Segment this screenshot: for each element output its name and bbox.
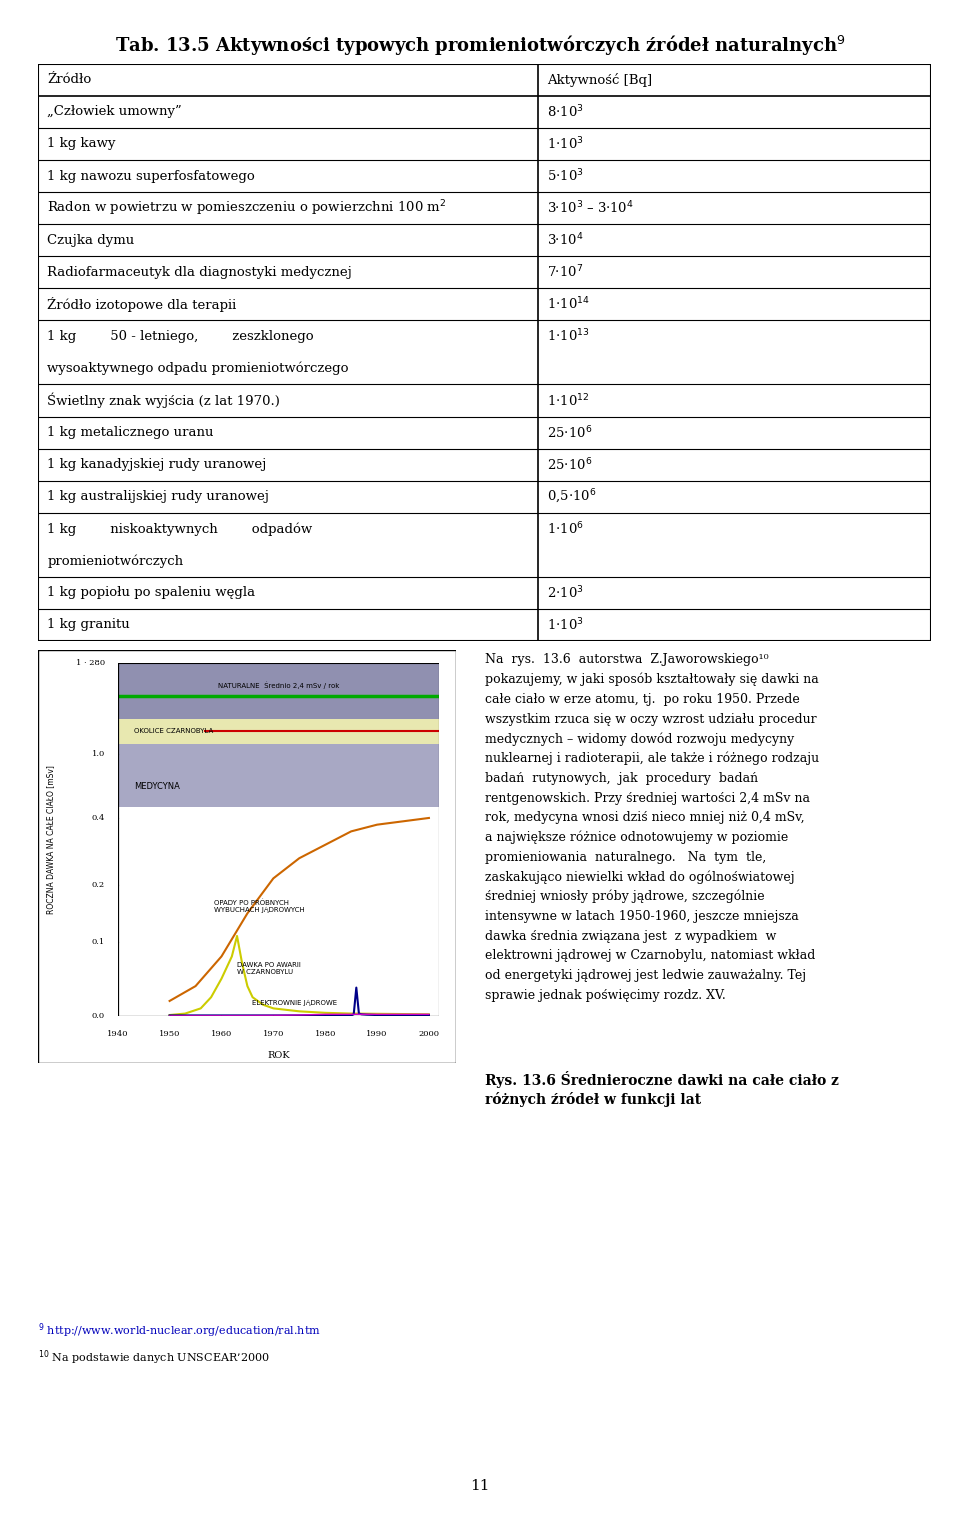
Text: 7·10$^{7}$: 7·10$^{7}$ xyxy=(547,264,584,281)
Text: 0.2: 0.2 xyxy=(92,881,105,889)
Text: $^{10}$ Na podstawie danych UNSCEAR’2000: $^{10}$ Na podstawie danych UNSCEAR’2000 xyxy=(38,1349,270,1367)
Text: elektrowni jądrowej w Czarnobylu, natomiast wkład: elektrowni jądrowej w Czarnobylu, natomi… xyxy=(485,949,815,962)
Text: Świetlny znak wyjścia (z lat 1970.): Świetlny znak wyjścia (z lat 1970.) xyxy=(47,393,280,409)
Text: Źródło izotopowe dla terapii: Źródło izotopowe dla terapii xyxy=(47,296,236,311)
Bar xyxy=(118,744,440,808)
Text: Radon w powietrzu w pomieszczeniu o powierzchni 100 m$^{2}$: Radon w powietrzu w pomieszczeniu o powi… xyxy=(47,199,446,217)
Text: 0.1: 0.1 xyxy=(91,937,105,946)
Text: 1980: 1980 xyxy=(315,1030,336,1037)
Text: intensywne w latach 1950-1960, jeszcze mniejsza: intensywne w latach 1950-1960, jeszcze m… xyxy=(485,910,799,924)
Text: Aktywność [Bq]: Aktywność [Bq] xyxy=(547,73,653,87)
Text: ELEKTROWNIE JĄDROWE: ELEKTROWNIE JĄDROWE xyxy=(252,1000,337,1006)
Text: wszystkim rzuca się w oczy wzrost udziału procedur: wszystkim rzuca się w oczy wzrost udział… xyxy=(485,712,816,726)
Text: całe ciało w erze atomu, tj.  po roku 1950. Przede: całe ciało w erze atomu, tj. po roku 195… xyxy=(485,693,800,706)
Text: dawka średnia związana jest  z wypadkiem  w: dawka średnia związana jest z wypadkiem … xyxy=(485,930,777,943)
Text: 0.0: 0.0 xyxy=(92,1012,105,1019)
Text: 8·10$^{3}$: 8·10$^{3}$ xyxy=(547,103,584,120)
Bar xyxy=(118,662,440,718)
Text: 1 kg kawy: 1 kg kawy xyxy=(47,137,116,150)
Text: 1 kg        50 - letniego,        zeszklonego: 1 kg 50 - letniego, zeszklonego xyxy=(47,330,314,343)
Text: MEDYCYNA: MEDYCYNA xyxy=(133,782,180,791)
Text: Na  rys.  13.6  autorstwa  Z.Jaworowskiego¹⁰: Na rys. 13.6 autorstwa Z.Jaworowskiego¹⁰ xyxy=(485,653,768,667)
Text: 1·10$^{3}$: 1·10$^{3}$ xyxy=(547,617,584,633)
Text: 1·10$^{6}$: 1·10$^{6}$ xyxy=(547,521,585,538)
Text: 1·10$^{13}$: 1·10$^{13}$ xyxy=(547,328,590,345)
Text: 1 kg popiołu po spaleniu węgla: 1 kg popiołu po spaleniu węgla xyxy=(47,586,255,600)
Text: DAWKA PO AWARII
W CZARNOBYLU: DAWKA PO AWARII W CZARNOBYLU xyxy=(237,962,300,975)
Text: a największe różnice odnotowujemy w poziomie: a największe różnice odnotowujemy w pozi… xyxy=(485,831,788,845)
Text: 25·10$^{6}$: 25·10$^{6}$ xyxy=(547,424,592,441)
Text: Rys. 13.6 Średnieroczne dawki na całe ciało z
różnych źródeł w funkcji lat: Rys. 13.6 Średnieroczne dawki na całe ci… xyxy=(485,1071,839,1107)
Text: wysoaktywnego odpadu promieniotwórczego: wysoaktywnego odpadu promieniotwórczego xyxy=(47,362,348,375)
Text: 1 kg nawozu superfosfatowego: 1 kg nawozu superfosfatowego xyxy=(47,170,255,182)
Text: 1·10$^{14}$: 1·10$^{14}$ xyxy=(547,296,590,313)
Text: 2000: 2000 xyxy=(419,1030,440,1037)
Text: 1·10$^{3}$: 1·10$^{3}$ xyxy=(547,135,584,152)
Text: 5·10$^{3}$: 5·10$^{3}$ xyxy=(547,167,584,184)
Text: OKOLICE CZARNOBYLA: OKOLICE CZARNOBYLA xyxy=(133,729,213,734)
Text: 1.0: 1.0 xyxy=(91,750,105,758)
Text: 11: 11 xyxy=(470,1478,490,1493)
Bar xyxy=(118,718,440,744)
Text: 1 kg kanadyjskiej rudy uranowej: 1 kg kanadyjskiej rudy uranowej xyxy=(47,459,267,471)
Text: zaskakująco niewielki wkład do ogólnoświatowej: zaskakująco niewielki wkład do ogólnoświ… xyxy=(485,870,795,884)
Text: 1990: 1990 xyxy=(367,1030,388,1037)
Text: 0.4: 0.4 xyxy=(91,814,105,822)
Text: 3·10$^{4}$: 3·10$^{4}$ xyxy=(547,232,584,249)
Text: 25·10$^{6}$: 25·10$^{6}$ xyxy=(547,456,592,472)
Text: 1 kg metalicznego uranu: 1 kg metalicznego uranu xyxy=(47,425,214,439)
Text: 0,5·10$^{6}$: 0,5·10$^{6}$ xyxy=(547,488,597,506)
Text: średniej wniosły próby jądrowe, szczególnie: średniej wniosły próby jądrowe, szczegól… xyxy=(485,890,764,904)
Text: $^{9}$ http://www.world-nuclear.org/education/ral.htm: $^{9}$ http://www.world-nuclear.org/educ… xyxy=(38,1322,322,1340)
Text: 1970: 1970 xyxy=(263,1030,284,1037)
Text: 1·10$^{12}$: 1·10$^{12}$ xyxy=(547,392,589,409)
Text: promieniowania  naturalnego.   Na  tym  tle,: promieniowania naturalnego. Na tym tle, xyxy=(485,851,766,864)
Text: rok, medycyna wnosi dziś nieco mniej niż 0,4 mSv,: rok, medycyna wnosi dziś nieco mniej niż… xyxy=(485,811,804,825)
Text: Źródło: Źródło xyxy=(47,73,91,87)
Text: 1940: 1940 xyxy=(107,1030,129,1037)
Text: nuklearnej i radioterapii, ale także i różnego rodzaju: nuklearnej i radioterapii, ale także i r… xyxy=(485,752,819,766)
Text: rentgenowskich. Przy średniej wartości 2,4 mSv na: rentgenowskich. Przy średniej wartości 2… xyxy=(485,791,810,805)
Text: Radiofarmaceutyk dla diagnostyki medycznej: Radiofarmaceutyk dla diagnostyki medyczn… xyxy=(47,266,352,279)
Text: pokazujemy, w jaki sposób kształtowały się dawki na: pokazujemy, w jaki sposób kształtowały s… xyxy=(485,673,819,687)
Text: Czujka dymu: Czujka dymu xyxy=(47,234,134,246)
Text: Tab. 13.5 Aktywności typowych promieniotwórczych źródeł naturalnych$^{9}$: Tab. 13.5 Aktywności typowych promieniot… xyxy=(115,33,845,58)
Text: ROK: ROK xyxy=(267,1051,290,1060)
Text: medycznych – widomy dowód rozwoju medycyny: medycznych – widomy dowód rozwoju medycy… xyxy=(485,732,794,746)
Text: 2·10$^{3}$: 2·10$^{3}$ xyxy=(547,585,584,602)
Text: 1 · 280: 1 · 280 xyxy=(76,659,105,667)
Text: 3·10$^{3}$ – 3·10$^{4}$: 3·10$^{3}$ – 3·10$^{4}$ xyxy=(547,201,635,216)
Text: 1960: 1960 xyxy=(211,1030,232,1037)
Text: OPADY PO PRÓBNYCH
WYBUCHACH JĄDROWYCH: OPADY PO PRÓBNYCH WYBUCHACH JĄDROWYCH xyxy=(214,899,305,913)
Text: 1 kg        niskoaktywnych        odpadów: 1 kg niskoaktywnych odpadów xyxy=(47,523,313,536)
Text: sprawie jednak poświęcimy rozdz. XV.: sprawie jednak poświęcimy rozdz. XV. xyxy=(485,989,726,1001)
Text: 1 kg australijskiej rudy uranowej: 1 kg australijskiej rudy uranowej xyxy=(47,491,270,503)
Text: „Człowiek umowny”: „Człowiek umowny” xyxy=(47,105,182,118)
Text: badań  rutynowych,  jak  procedury  badań: badań rutynowych, jak procedury badań xyxy=(485,772,758,785)
Text: 1950: 1950 xyxy=(159,1030,180,1037)
Text: NATURALNE  Średnio 2,4 mSv / rok: NATURALNE Średnio 2,4 mSv / rok xyxy=(218,682,339,690)
Text: promieniotwórczych: promieniotwórczych xyxy=(47,554,183,568)
Text: ROCZNA DAWKA NA CAŁE CIAŁO [mSv]: ROCZNA DAWKA NA CAŁE CIAŁO [mSv] xyxy=(46,764,55,913)
Text: 1 kg granitu: 1 kg granitu xyxy=(47,618,130,632)
Text: od energetyki jądrowej jest ledwie zauważalny. Tej: od energetyki jądrowej jest ledwie zauwa… xyxy=(485,969,806,981)
